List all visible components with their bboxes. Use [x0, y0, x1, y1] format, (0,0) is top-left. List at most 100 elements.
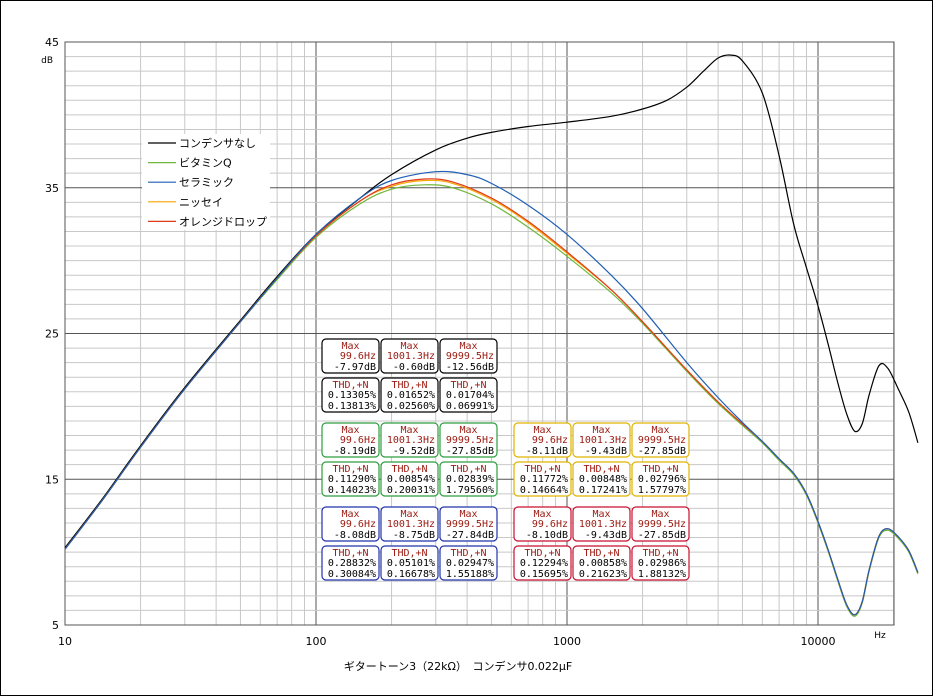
- thd-box: [631, 461, 690, 497]
- x-tick-label: 1000: [553, 635, 581, 648]
- thd-label: THD,+N: [583, 464, 619, 475]
- max-box: [380, 506, 439, 542]
- max-frequency: 9999.5Hz: [638, 519, 686, 530]
- y-tick-label: 35: [45, 182, 59, 195]
- thd-value-2: 0.21623%: [579, 569, 627, 580]
- thd-box: [513, 461, 572, 497]
- thd-value-2: 0.14664%: [520, 485, 568, 496]
- max-label: Max: [459, 341, 477, 352]
- thd-value-1: 0.00858%: [579, 558, 627, 569]
- thd-box: [572, 545, 631, 581]
- thd-box: [439, 545, 498, 581]
- thd-value-2: 1.55188%: [446, 569, 494, 580]
- thd-value-1: 0.05101%: [387, 558, 435, 569]
- thd-label: THD,+N: [332, 464, 368, 475]
- max-level: -9.52dB: [393, 446, 435, 457]
- max-level: -9.43dB: [585, 530, 627, 541]
- max-label: Max: [400, 341, 418, 352]
- series-lines: [64, 54, 919, 617]
- max-box: [321, 422, 380, 458]
- thd-label: THD,+N: [524, 548, 560, 559]
- thd-box: [572, 461, 631, 497]
- max-label: Max: [341, 341, 359, 352]
- max-box: [572, 422, 631, 458]
- max-frequency: 1001.3Hz: [387, 351, 435, 362]
- max-label: Max: [459, 509, 477, 520]
- y-tick-label: 5: [52, 619, 59, 632]
- thd-value-1: 0.01652%: [387, 390, 435, 401]
- thd-value-2: 1.79560%: [446, 485, 494, 496]
- legend-entry: コンデンサなし: [179, 136, 256, 150]
- axes: 5 15 25 35 45 10 100 1000 10000 dB Hz: [41, 36, 886, 648]
- thd-value-1: 0.00854%: [387, 474, 435, 485]
- thd-value-2: 0.30084%: [328, 569, 376, 580]
- max-label: Max: [592, 509, 610, 520]
- thd-value-2: 0.20031%: [387, 485, 435, 496]
- max-frequency: 99.6Hz: [532, 519, 568, 530]
- max-box: [380, 338, 439, 374]
- max-frequency: 99.6Hz: [340, 519, 376, 530]
- thd-label: THD,+N: [642, 548, 678, 559]
- thd-label: THD,+N: [391, 548, 427, 559]
- max-frequency: 99.6Hz: [340, 435, 376, 446]
- max-frequency: 1001.3Hz: [579, 435, 627, 446]
- legend-entry: オレンジドロップ: [179, 215, 267, 228]
- thd-value-1: 0.13305%: [328, 390, 376, 401]
- max-label: Max: [651, 509, 669, 520]
- max-box: [439, 506, 498, 542]
- max-label: Max: [533, 509, 551, 520]
- thd-label: THD,+N: [450, 548, 486, 559]
- max-box: [380, 422, 439, 458]
- max-frequency: 99.6Hz: [340, 351, 376, 362]
- thd-value-1: 0.11772%: [520, 474, 568, 485]
- max-level: -8.10dB: [526, 530, 568, 541]
- legend-entry: ニッセイ: [179, 196, 223, 209]
- max-level: -7.97dB: [334, 362, 376, 373]
- thd-box: [513, 545, 572, 581]
- max-box: [631, 422, 690, 458]
- thd-box: [380, 461, 439, 497]
- max-level: -9.43dB: [585, 446, 627, 457]
- y-tick-label: 15: [45, 473, 59, 486]
- thd-value-2: 0.16678%: [387, 569, 435, 580]
- thd-value-2: 1.88132%: [638, 569, 686, 580]
- max-frequency: 9999.5Hz: [446, 435, 494, 446]
- thd-box: [439, 461, 498, 497]
- max-label: Max: [533, 425, 551, 436]
- thd-label: THD,+N: [391, 380, 427, 391]
- max-box: [321, 338, 380, 374]
- legend-entry: セラミック: [179, 176, 234, 189]
- max-label: Max: [651, 425, 669, 436]
- thd-box: [380, 377, 439, 413]
- max-label: Max: [592, 425, 610, 436]
- max-box: [513, 506, 572, 542]
- max-box: [631, 506, 690, 542]
- max-box: [572, 506, 631, 542]
- y-tick-label: 45: [45, 36, 59, 49]
- thd-value-1: 0.00848%: [579, 474, 627, 485]
- thd-value-1: 0.02947%: [446, 558, 494, 569]
- max-box: [321, 506, 380, 542]
- max-frequency: 1001.3Hz: [387, 435, 435, 446]
- thd-box: [321, 545, 380, 581]
- thd-box: [439, 377, 498, 413]
- max-frequency: 9999.5Hz: [638, 435, 686, 446]
- max-box: [439, 422, 498, 458]
- max-frequency: 1001.3Hz: [387, 519, 435, 530]
- max-level: -12.56dB: [446, 362, 494, 373]
- thd-label: THD,+N: [332, 548, 368, 559]
- thd-value-1: 0.02839%: [446, 474, 494, 485]
- thd-value-2: 0.14023%: [328, 485, 376, 496]
- x-tick-label: 100: [306, 635, 327, 648]
- max-level: -27.85dB: [638, 530, 686, 541]
- max-frequency: 1001.3Hz: [579, 519, 627, 530]
- series-line-2: [64, 170, 919, 616]
- thd-box: [321, 377, 380, 413]
- max-frequency: 99.6Hz: [532, 435, 568, 446]
- thd-value-1: 0.02796%: [638, 474, 686, 485]
- thd-label: THD,+N: [583, 548, 619, 559]
- thd-value-2: 0.06991%: [446, 401, 494, 412]
- max-level: -0.60dB: [393, 362, 435, 373]
- thd-value-1: 0.02986%: [638, 558, 686, 569]
